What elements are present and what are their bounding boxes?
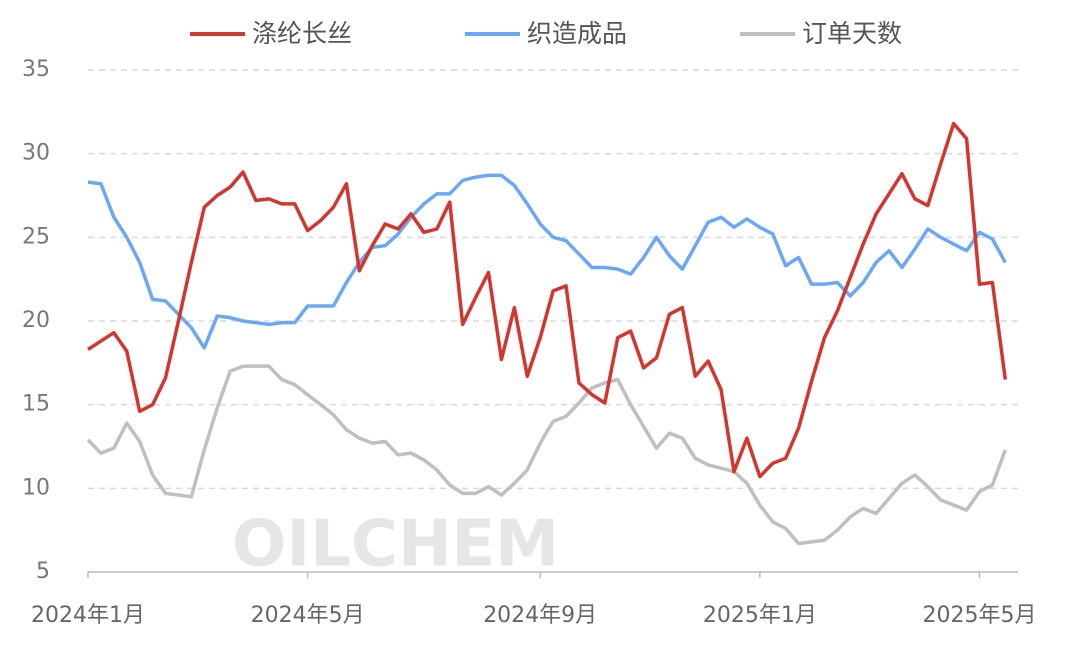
x-tick-label: 2025年5月: [922, 603, 1036, 628]
legend-label: 订单天数: [802, 19, 902, 48]
legend-label: 织造成品: [527, 19, 627, 48]
y-tick-label: 5: [36, 559, 50, 584]
x-tick-label: 2024年5月: [251, 603, 365, 628]
y-tick-label: 10: [22, 475, 50, 500]
y-tick-label: 15: [22, 392, 50, 417]
x-tick-label: 2025年1月: [703, 603, 817, 628]
y-tick-label: 25: [22, 224, 50, 249]
line-series: [87, 121, 1008, 479]
x-tick-label: 2024年9月: [483, 603, 597, 628]
watermark: OILCHEM: [232, 508, 559, 582]
legend-label: 涤纶长丝: [252, 19, 352, 48]
line-series: [87, 173, 1007, 350]
y-tick-label: 20: [22, 308, 50, 333]
y-tick-label: 30: [22, 141, 50, 166]
x-tick-label: 2024年1月: [31, 603, 145, 628]
line-series: [86, 364, 1007, 546]
y-tick-label: 35: [22, 57, 50, 82]
